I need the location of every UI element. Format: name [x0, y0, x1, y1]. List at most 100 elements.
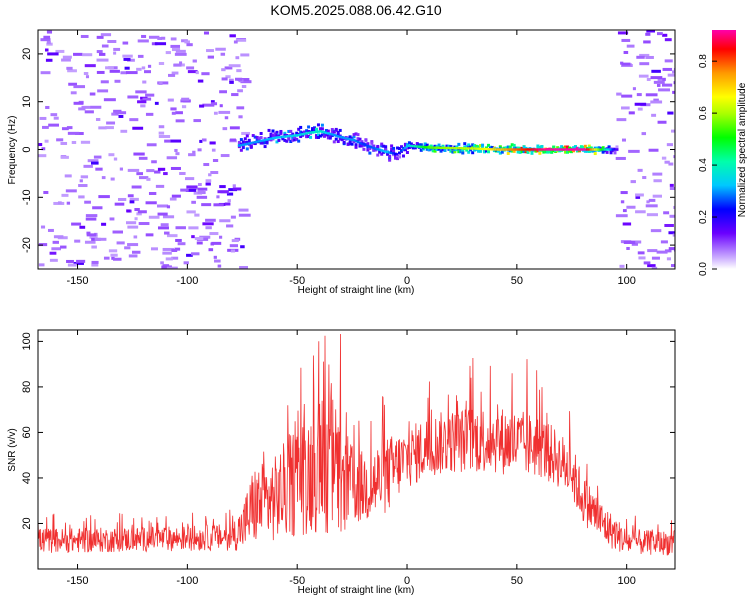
ridge-cell — [307, 134, 311, 138]
ridge-cell — [354, 132, 358, 136]
ridge-cell — [508, 145, 512, 149]
noise-blob — [206, 49, 214, 53]
noise-blob — [229, 126, 240, 130]
ridge-cell — [316, 133, 320, 137]
ridge-cell — [275, 134, 279, 138]
noise-blob — [42, 125, 49, 129]
ridge-core — [303, 132, 307, 136]
ridge-cell — [390, 147, 394, 151]
noise-blob — [150, 247, 158, 251]
noise-blob — [151, 42, 158, 46]
noise-blob — [653, 179, 662, 183]
ridge-core — [396, 153, 400, 156]
noise-blob — [195, 71, 199, 75]
noise-blob — [93, 155, 102, 159]
ridge-cell — [506, 145, 510, 149]
noise-blob — [210, 171, 219, 175]
ridge-core — [259, 139, 263, 143]
ridge-cell — [449, 145, 453, 149]
ridge-cell — [318, 134, 322, 138]
noise-blob — [66, 66, 73, 70]
ridge-cell — [609, 149, 613, 153]
noise-blob — [623, 50, 629, 54]
ridge-cell — [447, 147, 451, 151]
snr-line — [38, 333, 675, 556]
noise-blob — [173, 63, 182, 67]
x-tick-label: 0 — [404, 275, 410, 287]
noise-blob — [56, 138, 64, 142]
noise-blob — [66, 259, 74, 263]
ridge-cell — [597, 146, 601, 150]
noise-blob — [646, 213, 658, 217]
ridge-cell — [449, 149, 453, 153]
ridge-core — [330, 133, 334, 136]
noise-blob — [127, 194, 134, 198]
noise-blob — [227, 199, 231, 203]
ridge-cell — [332, 140, 336, 144]
ridge-cell — [439, 149, 443, 153]
ridge-cell — [366, 142, 370, 146]
noise-blob — [657, 120, 667, 124]
noise-blob — [635, 195, 641, 199]
ridge-cell — [463, 145, 467, 149]
noise-blob — [127, 243, 139, 247]
noise-blob — [219, 90, 227, 94]
ridge-cell — [372, 148, 376, 152]
noise-blob — [138, 156, 148, 160]
ridge-core — [340, 136, 344, 139]
noise-blob — [142, 80, 147, 84]
colorbar-label: Normalized spectral amplitude — [737, 82, 748, 217]
noise-blob — [109, 69, 120, 73]
snr-y-ticks: 20 40 60 80 100 — [21, 332, 675, 530]
ridge-cell — [601, 150, 605, 154]
ridge-cell — [354, 143, 358, 147]
noise-blob — [650, 229, 662, 233]
noise-blob — [668, 162, 674, 166]
noise-blob — [210, 102, 218, 106]
ridge-cell — [500, 150, 504, 154]
ridge-core — [451, 146, 455, 150]
x-tick-label: 100 — [617, 575, 635, 587]
ridge-core — [540, 148, 544, 151]
ridge-cell — [568, 146, 572, 150]
ridge-core — [388, 151, 392, 154]
ridge-cell — [518, 150, 522, 154]
noise-blob — [123, 57, 131, 61]
ridge-cell — [510, 149, 514, 153]
noise-blob — [87, 159, 99, 163]
noise-blob — [46, 40, 51, 44]
ridge-core — [573, 148, 577, 151]
noise-blob — [207, 55, 215, 59]
noise-blob — [67, 131, 80, 135]
colorbar-tick-label: 0.6 — [698, 106, 709, 120]
noise-blob — [196, 195, 208, 199]
noise-blob — [118, 114, 124, 118]
ridge-core — [374, 147, 378, 150]
noise-blob — [96, 70, 105, 74]
noise-blob — [201, 72, 210, 76]
ridge-cell — [423, 142, 427, 146]
ridge-cell — [370, 141, 374, 145]
noise-blob — [666, 257, 671, 261]
noise-blob — [168, 73, 176, 77]
noise-blob — [127, 168, 140, 172]
ridge-cell — [388, 158, 392, 162]
noise-blob — [181, 97, 190, 101]
noise-blob — [61, 193, 69, 197]
noise-blob — [662, 33, 668, 37]
noise-blob — [647, 249, 658, 253]
noise-blob — [115, 111, 127, 115]
ridge-core — [399, 149, 403, 153]
ridge-cell — [496, 149, 500, 153]
ridge-cell — [506, 151, 510, 155]
noise-blob — [237, 89, 243, 93]
ridge-core — [320, 130, 324, 133]
ridge-cell — [429, 144, 433, 148]
noise-blob — [634, 102, 647, 106]
ridge-cell — [398, 147, 402, 151]
noise-blob — [673, 205, 675, 209]
ridge-cell — [336, 140, 340, 144]
noise-blob — [648, 198, 656, 202]
ridge-core — [251, 141, 255, 144]
noise-blob — [193, 119, 201, 123]
